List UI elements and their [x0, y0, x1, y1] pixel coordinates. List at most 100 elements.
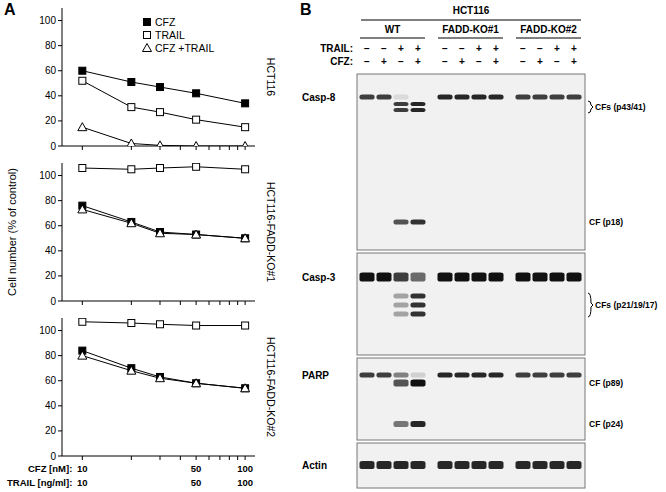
band — [377, 461, 392, 469]
band-part — [516, 220, 531, 225]
band-part — [516, 380, 531, 387]
band — [489, 380, 504, 387]
band-part — [394, 373, 409, 378]
band-part — [394, 421, 409, 427]
band — [567, 220, 582, 225]
condition-sign: − — [364, 43, 370, 54]
y-tick-label: 40 — [45, 90, 57, 101]
band-part — [567, 421, 582, 427]
band — [394, 421, 409, 427]
band-part — [438, 102, 453, 106]
band — [377, 294, 392, 317]
x-tick — [180, 456, 181, 460]
band — [550, 95, 565, 100]
band-part — [489, 108, 504, 112]
plot-area — [78, 67, 250, 146]
band — [411, 380, 426, 387]
y-axis — [62, 163, 63, 301]
band-part — [411, 95, 426, 100]
x-tick — [229, 301, 230, 305]
data-point — [79, 67, 86, 74]
band-part — [472, 380, 487, 387]
chart-title: HCT116-FADD-KO#1 — [265, 182, 277, 282]
x-tick — [237, 456, 238, 460]
x-axis — [62, 456, 255, 457]
y-tick-label: 60 — [45, 220, 57, 231]
y-tick — [58, 330, 62, 331]
y-tick — [58, 275, 62, 276]
band — [550, 380, 565, 387]
group-rule — [438, 38, 503, 39]
band-part — [377, 380, 392, 387]
band-part — [360, 273, 375, 282]
x-tick — [245, 456, 246, 460]
data-point — [78, 205, 87, 213]
legend-marker — [144, 32, 151, 39]
band-part — [550, 220, 565, 225]
band-part — [516, 461, 531, 469]
band-part — [394, 380, 409, 387]
x-tick — [82, 301, 83, 305]
condition-sign: + — [381, 56, 387, 67]
condition-sign: − — [537, 43, 543, 54]
band — [516, 373, 531, 378]
dose-value: 50 — [191, 463, 202, 474]
band-part — [550, 294, 565, 299]
blot-row: Actin — [302, 443, 585, 488]
condition-sign: − — [520, 43, 526, 54]
band-part — [360, 421, 375, 427]
data-point — [156, 374, 165, 382]
band-part — [472, 461, 487, 469]
legend-label: CFZ — [155, 16, 176, 28]
y-tick-label: 60 — [45, 65, 57, 76]
data-point — [78, 351, 87, 359]
blot-row: PARPCF (p89)CF (p24) — [302, 358, 623, 440]
blot-panel — [357, 358, 585, 440]
band-part — [377, 312, 392, 317]
chart-title: HCT116 — [265, 58, 277, 96]
band-part — [472, 95, 487, 100]
band-part — [394, 102, 409, 106]
band-part — [533, 421, 548, 427]
data-point — [241, 384, 250, 392]
y-tick — [58, 120, 62, 121]
condition-sign: + — [571, 56, 577, 67]
band-part — [360, 95, 375, 100]
band — [516, 102, 531, 112]
band-part — [455, 220, 470, 225]
band — [394, 273, 409, 282]
band — [455, 373, 470, 378]
band — [455, 461, 470, 469]
condition-sign: − — [554, 56, 560, 67]
data-point — [79, 77, 86, 84]
band — [516, 273, 531, 282]
band-part — [411, 273, 426, 282]
band-label: CF (p24) — [589, 419, 623, 429]
brace — [588, 101, 593, 113]
band-part — [394, 108, 409, 112]
y-tick-label: 80 — [45, 40, 57, 51]
condition-sign: + — [493, 56, 499, 67]
data-point — [156, 229, 165, 237]
band — [472, 273, 487, 282]
row-label: Casp-3 — [302, 272, 336, 283]
condition-sign: − — [442, 43, 448, 54]
data-point — [79, 318, 86, 325]
blot-panel — [357, 253, 585, 355]
band-part — [516, 102, 531, 106]
band — [411, 220, 426, 225]
band-part — [455, 303, 470, 308]
band-part — [438, 303, 453, 308]
band-part — [550, 312, 565, 317]
band — [567, 102, 582, 112]
band-part — [533, 102, 548, 106]
band-part — [516, 312, 531, 317]
band-part — [377, 108, 392, 112]
band-part — [455, 294, 470, 299]
series-line — [82, 81, 245, 127]
panel-label: B — [300, 1, 312, 18]
band — [438, 373, 453, 378]
band-part — [394, 303, 409, 308]
band — [377, 273, 392, 282]
band-part — [472, 421, 487, 427]
